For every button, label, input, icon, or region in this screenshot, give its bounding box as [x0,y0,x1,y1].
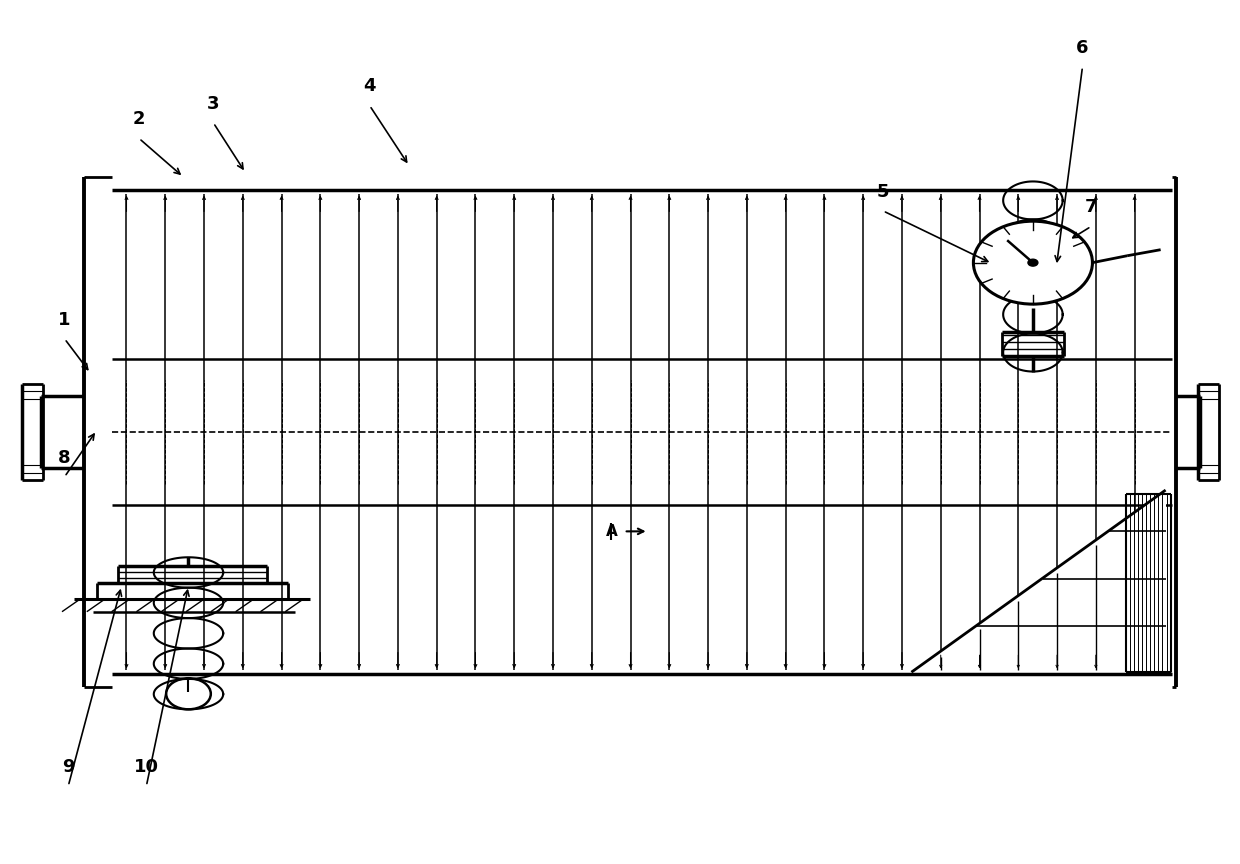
Text: A: A [605,524,618,539]
Text: 3: 3 [207,95,219,112]
Text: 10: 10 [134,759,159,776]
Circle shape [1028,259,1038,266]
Text: 9: 9 [62,759,74,776]
Polygon shape [911,490,1166,672]
Text: 6: 6 [1076,39,1089,56]
Text: 2: 2 [133,111,145,128]
Text: 5: 5 [877,183,889,200]
Text: 8: 8 [58,449,71,467]
Circle shape [973,221,1092,304]
Text: 7: 7 [1085,199,1097,216]
Text: 4: 4 [363,78,376,95]
Text: 1: 1 [58,311,71,328]
